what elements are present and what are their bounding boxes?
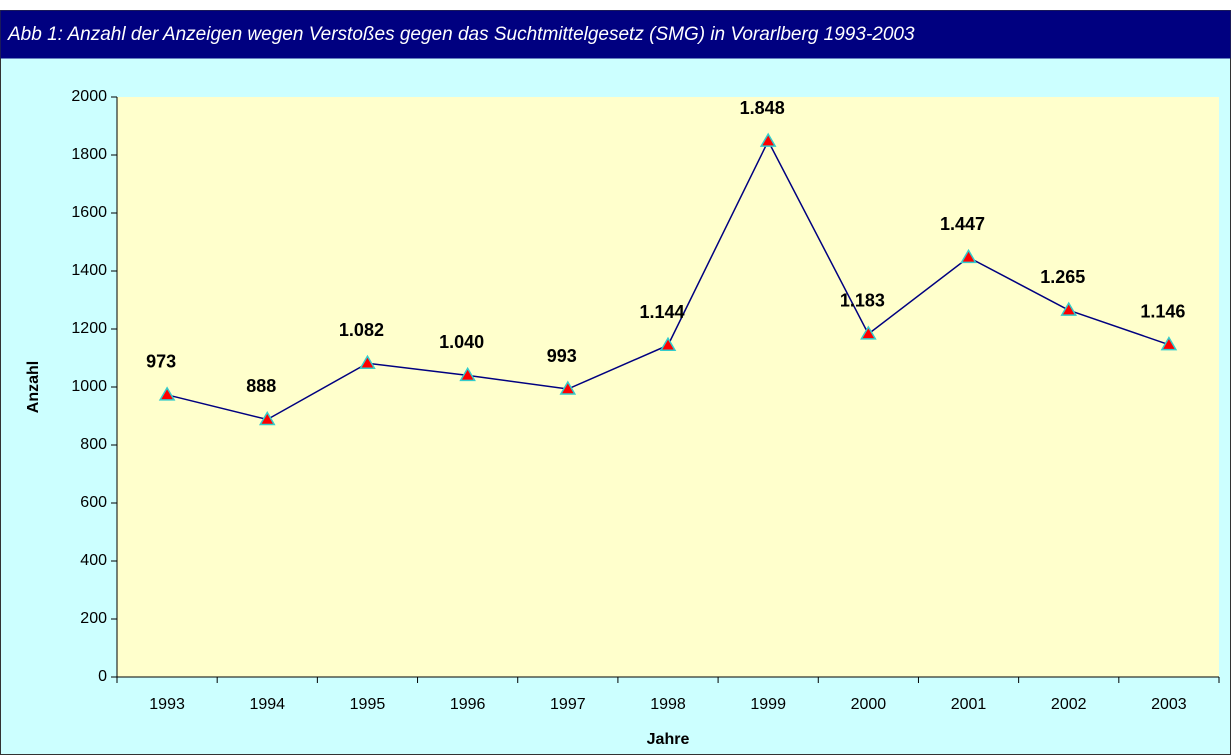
x-tick-label: 1998	[650, 696, 686, 713]
data-label: 1.146	[1140, 301, 1185, 321]
x-tick-label: 1997	[550, 696, 586, 713]
x-tick-label: 2001	[951, 696, 987, 713]
data-label: 993	[547, 346, 577, 366]
data-label: 1.265	[1040, 267, 1085, 287]
y-axis-label: Anzahl	[25, 361, 42, 413]
y-tick-label: 400	[80, 552, 107, 569]
marker	[359, 354, 376, 369]
x-tick-label: 1996	[450, 696, 486, 713]
data-label: 1.040	[439, 332, 484, 352]
x-tick-label: 2003	[1151, 696, 1187, 713]
marker	[960, 248, 977, 264]
data-label: 1.447	[940, 214, 985, 234]
chart-title: Abb 1: Anzahl der Anzeigen wegen Verstoß…	[7, 24, 915, 45]
y-tick-label: 1200	[71, 320, 107, 337]
y-tick-label: 600	[80, 494, 107, 511]
y-tick-label: 1600	[71, 204, 107, 221]
marker	[1060, 301, 1078, 316]
x-tick-label: 2000	[851, 696, 887, 713]
x-tick-label: 1995	[350, 696, 386, 713]
marker	[1160, 336, 1178, 351]
data-label: 1.144	[639, 302, 684, 322]
marker	[659, 336, 677, 351]
marker	[759, 132, 777, 147]
x-axis-label: Jahre	[647, 731, 690, 748]
data-label: 1.183	[840, 291, 885, 311]
y-tick-label: 200	[80, 610, 107, 627]
y-tick-label: 1000	[71, 378, 107, 395]
x-tick-label: 1994	[249, 696, 285, 713]
data-label: 1.082	[339, 320, 384, 340]
data-label: 1.848	[740, 98, 785, 118]
y-tick-label: 1400	[71, 262, 107, 279]
y-tick-label: 2000	[71, 88, 107, 105]
x-tick-label: 1993	[149, 696, 185, 713]
plot-area	[117, 97, 1219, 677]
marker	[860, 325, 877, 340]
y-tick-label: 1800	[71, 146, 107, 163]
marker	[459, 366, 476, 382]
title-bar	[0, 10, 1231, 59]
y-tick-label: 0	[98, 668, 107, 685]
marker	[158, 386, 176, 401]
y-tick-label: 800	[80, 436, 107, 453]
data-label: 973	[146, 352, 176, 372]
marker	[258, 410, 276, 426]
marker	[559, 380, 577, 395]
x-tick-label: 1999	[750, 696, 786, 713]
x-tick-label: 2002	[1051, 696, 1087, 713]
data-label: 888	[246, 376, 276, 396]
